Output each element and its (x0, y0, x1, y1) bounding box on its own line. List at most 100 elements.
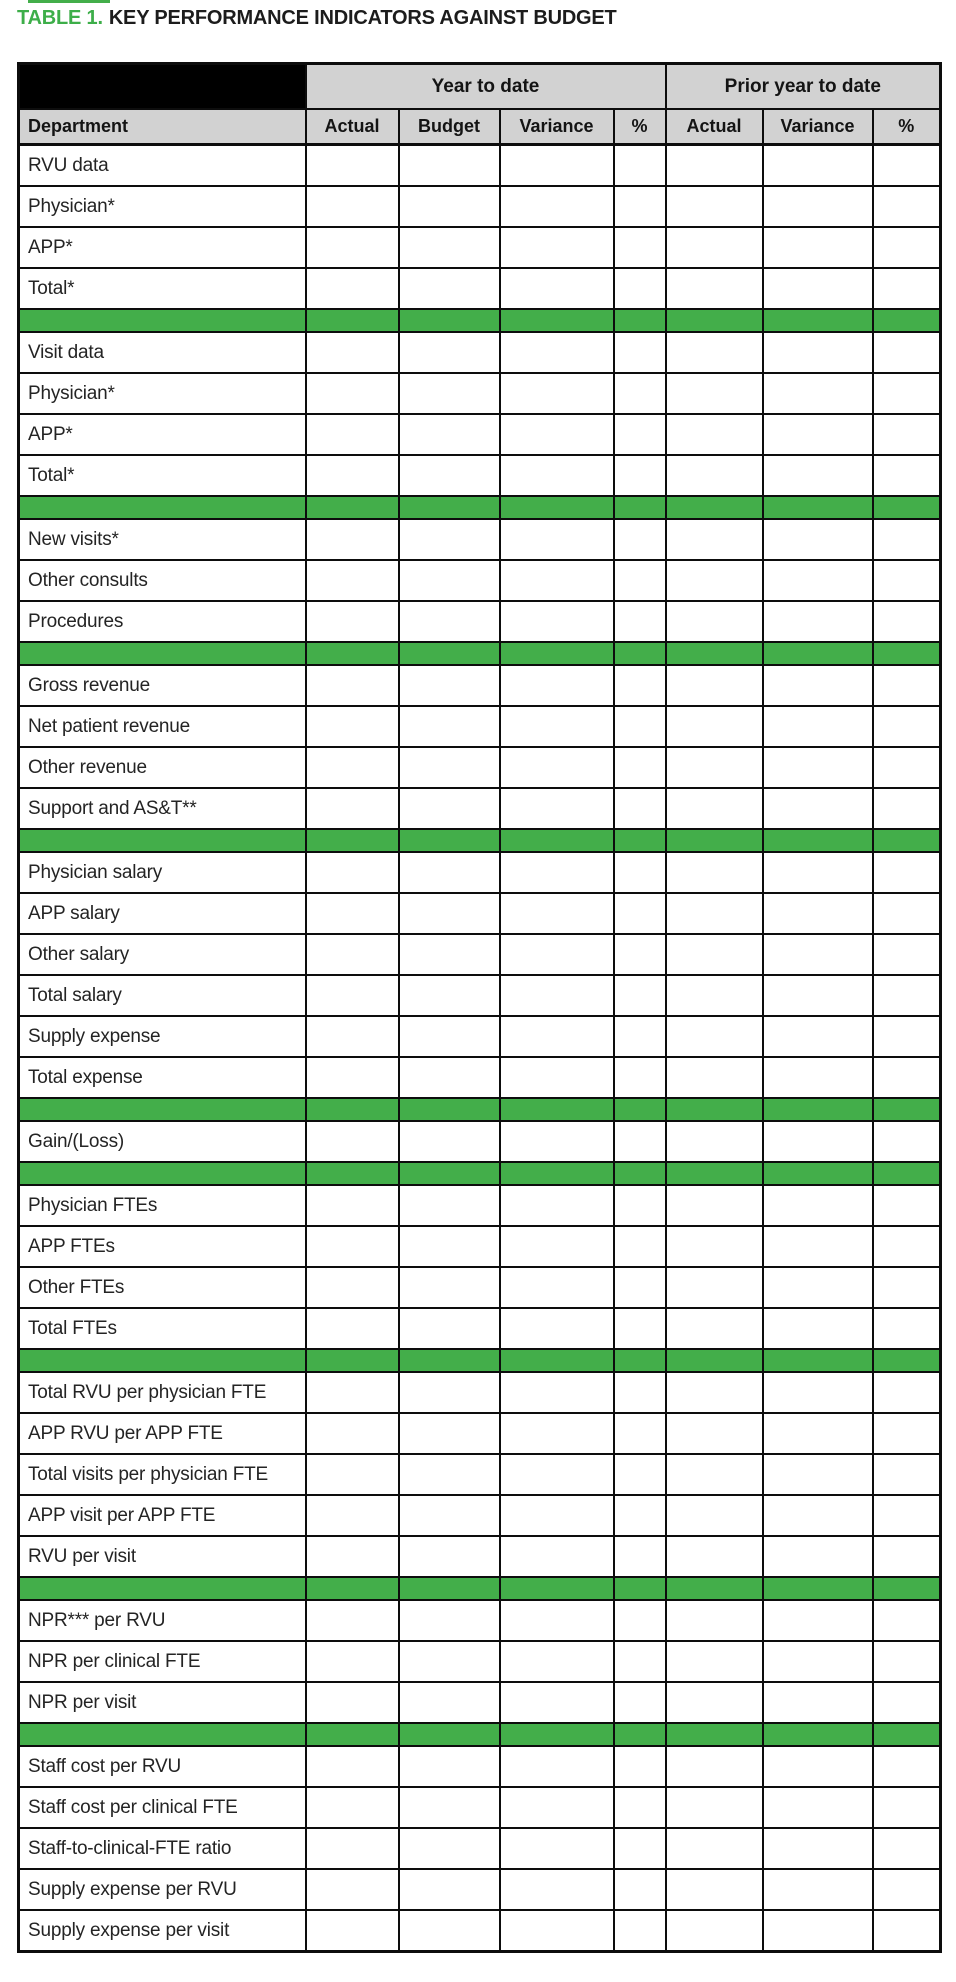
value-cell (498, 267, 615, 310)
value-cell (871, 851, 942, 894)
value-cell (871, 1225, 942, 1268)
value-cell (871, 1056, 942, 1099)
value-cell (498, 664, 615, 707)
value-cell (498, 974, 615, 1017)
table-row: Supply expense (17, 1015, 942, 1058)
row-label: APP FTEs (17, 1225, 307, 1268)
value-cell (397, 1266, 501, 1309)
value-cell (761, 1307, 874, 1350)
value-cell (612, 559, 667, 602)
value-cell (397, 1535, 501, 1578)
value-cell (498, 185, 615, 228)
row-label: NPR*** per RVU (17, 1599, 307, 1642)
value-cell (304, 518, 400, 561)
table-row: NPR*** per RVU (17, 1599, 942, 1642)
value-cell (761, 746, 874, 789)
table-row: RVU data (17, 143, 942, 187)
value-cell (498, 1640, 615, 1683)
row-label: NPR per clinical FTE (17, 1640, 307, 1683)
value-cell (304, 1535, 400, 1578)
value-cell (304, 1745, 400, 1788)
table-row: Net patient revenue (17, 705, 942, 748)
value-cell (397, 746, 501, 789)
value-cell (664, 1868, 764, 1911)
value-cell (612, 143, 667, 187)
value-cell (761, 1786, 874, 1829)
value-cell (498, 1868, 615, 1911)
value-cell (871, 664, 942, 707)
value-cell (761, 559, 874, 602)
separator-cell (761, 1161, 874, 1186)
value-cell (871, 1266, 942, 1309)
value-cell (761, 1827, 874, 1870)
value-cell (761, 226, 874, 269)
value-cell (612, 1056, 667, 1099)
value-cell (397, 226, 501, 269)
separator-cell (498, 641, 615, 666)
separator-cell (612, 1161, 667, 1186)
value-cell (761, 372, 874, 415)
section-separator-row (17, 1576, 942, 1601)
value-cell (664, 267, 764, 310)
table-row: Total* (17, 454, 942, 497)
row-label: RVU per visit (17, 1535, 307, 1578)
value-cell (498, 1184, 615, 1227)
row-label: New visits* (17, 518, 307, 561)
row-label: NPR per visit (17, 1681, 307, 1724)
value-cell (397, 1868, 501, 1911)
value-cell (304, 974, 400, 1017)
value-cell (397, 1640, 501, 1683)
value-cell (304, 1120, 400, 1163)
separator-cell (397, 828, 501, 853)
value-cell (761, 1056, 874, 1099)
row-label: Physician salary (17, 851, 307, 894)
value-cell (612, 226, 667, 269)
value-cell (304, 1599, 400, 1642)
value-cell (761, 1868, 874, 1911)
separator-cell (664, 1722, 764, 1747)
separator-cell (498, 1348, 615, 1373)
value-cell (871, 1827, 942, 1870)
value-cell (397, 1745, 501, 1788)
section-separator-row (17, 828, 942, 853)
separator-cell (761, 308, 874, 333)
value-cell (871, 1681, 942, 1724)
table-row: Total expense (17, 1056, 942, 1099)
value-cell (498, 1015, 615, 1058)
table-row: Total RVU per physician FTE (17, 1371, 942, 1414)
value-cell (612, 1681, 667, 1724)
value-cell (612, 1827, 667, 1870)
separator-cell (664, 495, 764, 520)
table-row: Gross revenue (17, 664, 942, 707)
value-cell (612, 600, 667, 643)
separator-cell (612, 495, 667, 520)
separator-cell (397, 495, 501, 520)
value-cell (304, 1307, 400, 1350)
value-cell (498, 1599, 615, 1642)
value-cell (498, 933, 615, 976)
row-label: APP salary (17, 892, 307, 935)
separator-cell (304, 308, 400, 333)
table-row: Total visits per physician FTE (17, 1453, 942, 1496)
value-cell (397, 185, 501, 228)
table-row: NPR per clinical FTE (17, 1640, 942, 1683)
value-cell (761, 267, 874, 310)
value-cell (498, 1307, 615, 1350)
value-cell (761, 1494, 874, 1537)
value-cell (397, 1015, 501, 1058)
value-cell (664, 1371, 764, 1414)
value-cell (397, 892, 501, 935)
value-cell (871, 413, 942, 456)
header-ytd-variance: Variance (498, 108, 615, 146)
value-cell (664, 933, 764, 976)
value-cell (304, 1868, 400, 1911)
value-cell (871, 559, 942, 602)
value-cell (664, 1786, 764, 1829)
kpi-table: Year to date Prior year to date Departme… (17, 62, 943, 1953)
table-row: NPR per visit (17, 1681, 942, 1724)
value-cell (612, 1909, 667, 1953)
separator-cell (871, 1348, 942, 1373)
separator-cell (498, 308, 615, 333)
value-cell (397, 1056, 501, 1099)
value-cell (871, 1184, 942, 1227)
